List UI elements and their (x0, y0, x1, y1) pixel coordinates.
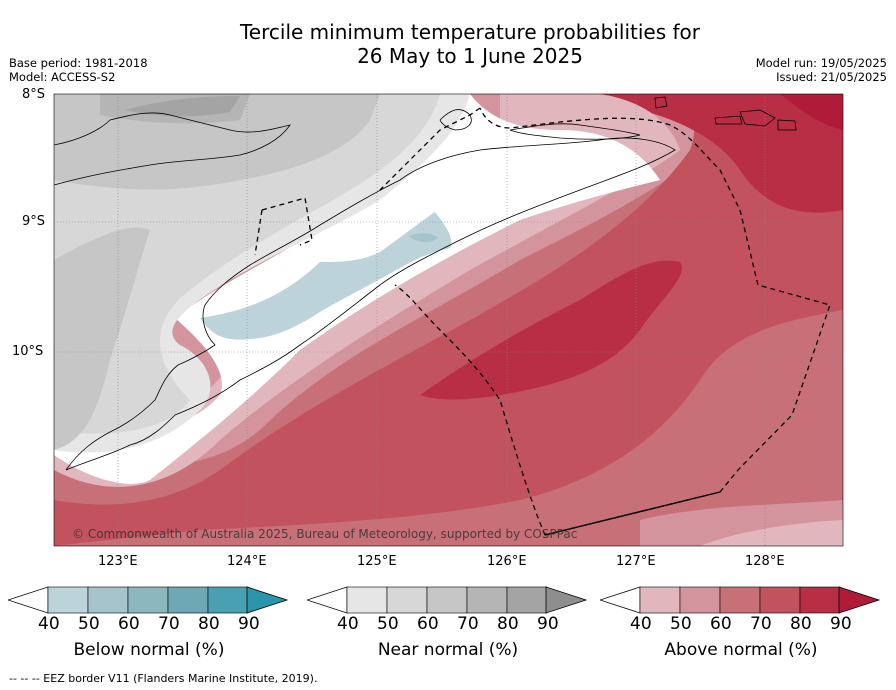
region-near-80 (125, 96, 240, 117)
colorbar-above-swatch (719, 586, 761, 614)
lon-label-128e: 128°E (745, 554, 785, 569)
eez-border (254, 107, 831, 536)
region-below-40 (200, 212, 452, 340)
timor-coastline (65, 137, 676, 471)
colorbar-near-tick: 70 (457, 614, 479, 634)
map-fill-layer (54, 94, 843, 546)
colorbar-above-swatch (639, 586, 681, 614)
colorbar-above (600, 586, 881, 614)
title-line-1: Tercile minimum temperature probabilitie… (239, 20, 701, 44)
colorbar-near-swatch (426, 586, 468, 614)
colorbar-above-swatch (799, 586, 841, 614)
colorbar-above-low-arrow (600, 586, 641, 614)
eez-footnote: -- -- -- EEZ border V11 (Flanders Marine… (9, 672, 318, 685)
legend-below-title: Below normal (%) (73, 640, 225, 660)
colorbar-below-swatch (127, 586, 169, 614)
colorbar-near-swatch (386, 586, 428, 614)
colorbar-below-swatch (207, 586, 249, 614)
coastlines (54, 96, 797, 471)
timor-sea-boundary (544, 491, 721, 536)
colorbar-below-tick: 80 (198, 614, 220, 634)
colorbar-above-tick: 90 (830, 614, 852, 634)
region-above-80-ne (600, 94, 843, 213)
colorbar-below-tick: 70 (158, 614, 180, 634)
meta-right: Model run: 19/05/2025 Issued: 21/05/2025 (756, 56, 887, 84)
colorbar-below-tick: 60 (118, 614, 140, 634)
colorbar-below-swatch (87, 586, 129, 614)
meta-left: Base period: 1981-2018 Model: ACCESS-S2 (9, 56, 148, 84)
colorbar-near-tick: 40 (337, 614, 359, 634)
legend-near-title: Near normal (%) (377, 640, 519, 660)
copyright-notice: © Commonwealth of Australia 2025, Bureau… (72, 527, 578, 541)
colorbar-near-tick: 80 (497, 614, 519, 634)
flores-coastline (54, 112, 291, 186)
region-above-80 (420, 260, 682, 400)
island-ne-3 (777, 119, 797, 131)
lon-label-127e: 127°E (616, 554, 656, 569)
island-ne-2 (739, 109, 776, 127)
colorbar-above-tick: 80 (790, 614, 812, 634)
colorbar-below-tick: 90 (238, 614, 260, 634)
colorbar-above-tick: 50 (670, 614, 692, 634)
lat-label-9s: 9°S (22, 214, 46, 229)
lon-label-124e: 124°E (227, 554, 267, 569)
map-title: Tercile minimum temperature probabilitie… (0, 20, 896, 68)
colorbar-near (307, 586, 588, 614)
colorbar-above-tick: 40 (630, 614, 652, 634)
colorbar-below-swatch (167, 586, 209, 614)
issued-date: Issued: 21/05/2025 (776, 70, 887, 84)
lat-label-8s: 8°S (22, 87, 46, 102)
base-period: Base period: 1981-2018 (9, 56, 148, 70)
region-near-60 (54, 94, 380, 450)
wetar-coastline (509, 123, 641, 140)
colorbar-near-tick: 60 (417, 614, 439, 634)
model-run: Model run: 19/05/2025 (755, 56, 887, 70)
colorbar-near-tick: 90 (537, 614, 559, 634)
colorbar-near-swatch (506, 586, 548, 614)
colorbar-near-low-arrow (307, 586, 348, 614)
colorbar-below-tick: 50 (78, 614, 100, 634)
colorbar-above-tick: 70 (750, 614, 772, 634)
lon-label-125e: 125°E (357, 554, 397, 569)
region-below-50 (408, 233, 438, 243)
colorbar-below-high-arrow (246, 586, 289, 614)
colorbar-below (8, 586, 289, 614)
colorbar-above-tick: 60 (710, 614, 732, 634)
colorbar-near-tick: 50 (377, 614, 399, 634)
lon-label-126e: 126°E (487, 554, 527, 569)
colorbar-near-swatch (466, 586, 508, 614)
lat-label-10s: 10°S (12, 344, 44, 359)
map-frame (53, 93, 844, 547)
region-above-90-ne (780, 94, 843, 130)
colorbar-near-swatch (346, 586, 388, 614)
region-above-70 (54, 94, 843, 546)
colorbar-above-high-arrow (838, 586, 881, 614)
title-line-2: 26 May to 1 June 2025 (357, 44, 583, 68)
region-above-40-se (700, 520, 843, 546)
colorbar-below-low-arrow (8, 586, 49, 614)
colorbar-above-swatch (759, 586, 801, 614)
colorbar-below-swatch (47, 586, 89, 614)
gridlines (54, 94, 843, 546)
colorbar-near-high-arrow (545, 586, 588, 614)
island-ne-1 (654, 96, 668, 109)
island-ne-4 (714, 115, 743, 125)
model-name: Model: ACCESS-S2 (9, 70, 116, 84)
alor-coastline (439, 109, 472, 131)
colorbar-below-tick: 40 (38, 614, 60, 634)
colorbar-above-swatch (679, 586, 721, 614)
lon-label-123e: 123°E (98, 554, 138, 569)
legend-above-title: Above normal (%) (664, 640, 818, 660)
